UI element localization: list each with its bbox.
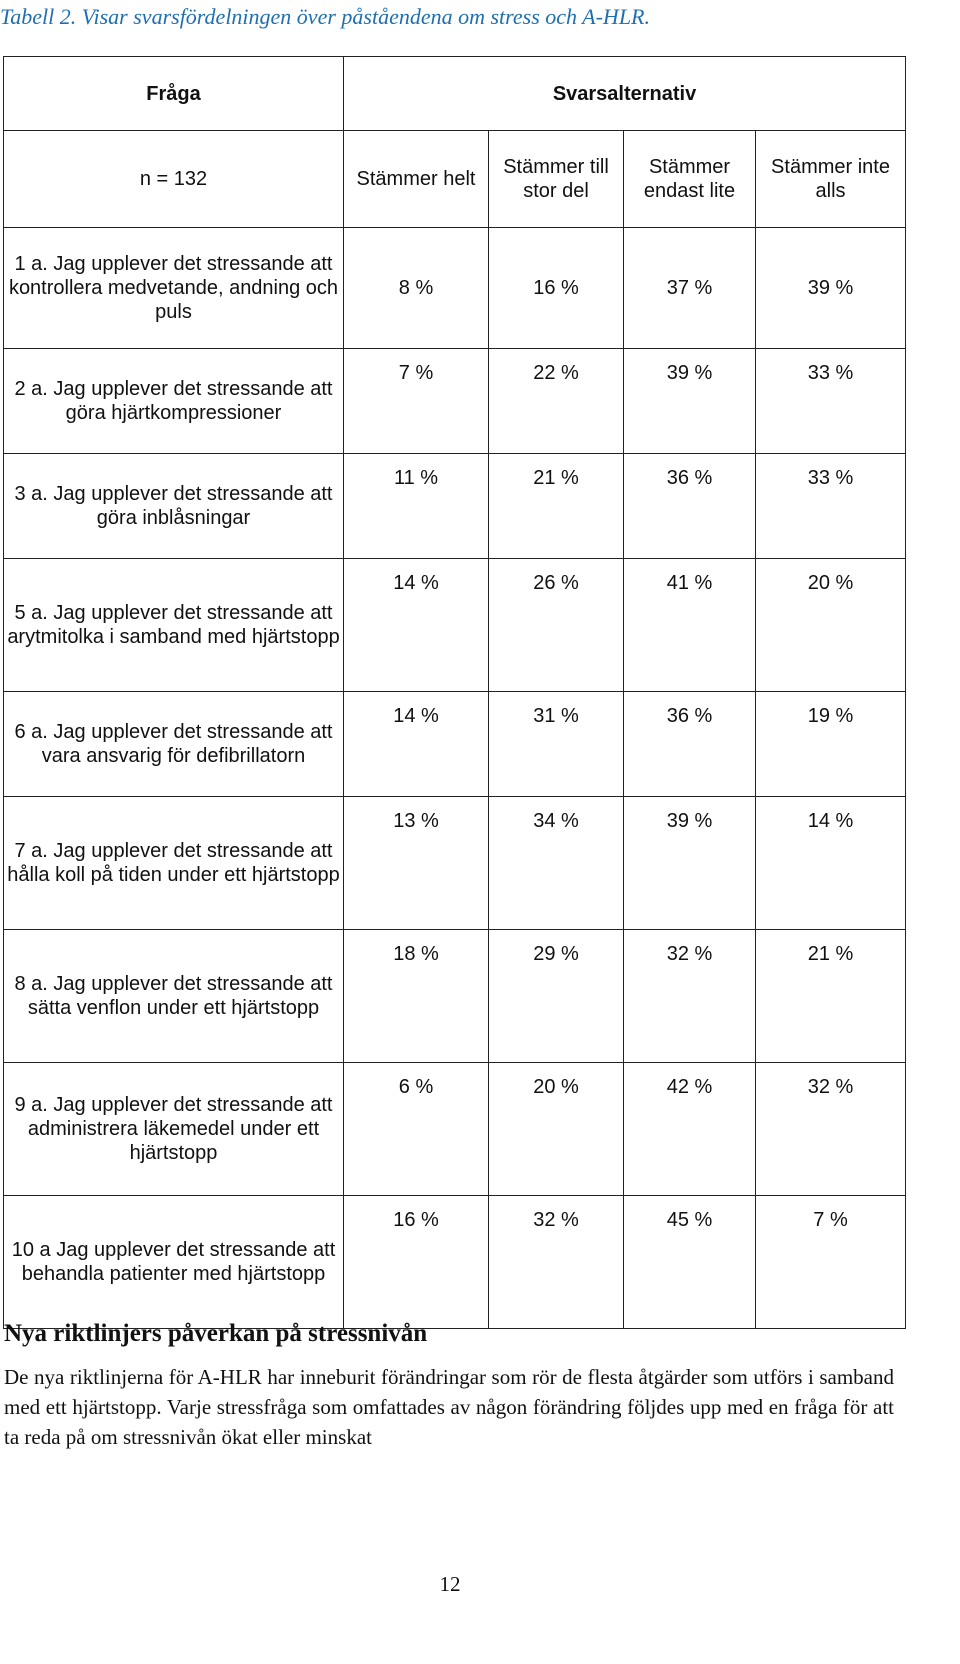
table-row: 3 a. Jag upplever det stressande att gör… xyxy=(3,453,907,559)
value-cell: 16 % xyxy=(488,227,624,349)
column-header: Stämmer helt xyxy=(343,130,489,228)
value-cell: 21 % xyxy=(488,453,624,559)
question-cell: 2 a. Jag upplever det stressande att gör… xyxy=(3,348,344,454)
value-cell: 39 % xyxy=(623,796,756,930)
value-cell: 6 % xyxy=(343,1062,489,1196)
page-number: 12 xyxy=(439,1572,461,1596)
table-row: 7 a. Jag upplever det stressande att hål… xyxy=(3,796,907,930)
header-question: Fråga xyxy=(3,56,344,131)
value-cell: 34 % xyxy=(488,796,624,930)
value-cell: 36 % xyxy=(623,453,756,559)
value-cell: 32 % xyxy=(623,929,756,1063)
value-cell: 45 % xyxy=(623,1195,756,1329)
value-cell: 14 % xyxy=(343,558,489,692)
value-cell: 21 % xyxy=(754,929,907,1063)
column-header: Stämmer inte alls xyxy=(754,130,907,228)
n-label: n = 132 xyxy=(3,130,344,228)
table-row: 5 a. Jag upplever det stressande att ary… xyxy=(3,558,907,692)
value-cell: 13 % xyxy=(343,796,489,930)
value-cell: 14 % xyxy=(754,796,907,930)
question-cell: 6 a. Jag upplever det stressande att var… xyxy=(3,691,344,797)
value-cell: 20 % xyxy=(488,1062,624,1196)
value-cell: 7 % xyxy=(754,1195,907,1329)
value-cell: 20 % xyxy=(754,558,907,692)
question-cell: 10 a Jag upplever det stressande att beh… xyxy=(3,1195,344,1329)
body-paragraph: De nya riktlinjerna för A-HLR har innebu… xyxy=(4,1365,894,1449)
table-header-row: Fråga Svarsalternativ xyxy=(3,56,907,131)
value-cell: 14 % xyxy=(343,691,489,797)
value-cell: 37 % xyxy=(623,227,756,349)
value-cell: 19 % xyxy=(754,691,907,797)
value-cell: 41 % xyxy=(623,558,756,692)
question-cell: 7 a. Jag upplever det stressande att hål… xyxy=(3,796,344,930)
question-cell: 3 a. Jag upplever det stressande att gör… xyxy=(3,453,344,559)
question-cell: 9 a. Jag upplever det stressande att adm… xyxy=(3,1062,344,1196)
value-cell: 18 % xyxy=(343,929,489,1063)
value-cell: 39 % xyxy=(754,227,907,349)
value-cell: 32 % xyxy=(488,1195,624,1329)
question-cell: 8 a. Jag upplever det stressande att sät… xyxy=(3,929,344,1063)
value-cell: 22 % xyxy=(488,348,624,454)
table-caption: Tabell 2. Visar svarsfördelningen över p… xyxy=(0,4,650,29)
value-cell: 39 % xyxy=(623,348,756,454)
column-header: Stämmer till stor del xyxy=(488,130,624,228)
table-row: 9 a. Jag upplever det stressande att adm… xyxy=(3,1062,907,1196)
table-row: 2 a. Jag upplever det stressande att gör… xyxy=(3,348,907,454)
value-cell: 32 % xyxy=(754,1062,907,1196)
section-heading: Nya riktlinjers påverkan på stressnivån xyxy=(4,1320,428,1347)
table-row: 1 a. Jag upplever det stressande att kon… xyxy=(3,227,907,349)
table-row: 6 a. Jag upplever det stressande att var… xyxy=(3,691,907,797)
value-cell: 7 % xyxy=(343,348,489,454)
header-answers: Svarsalternativ xyxy=(342,56,907,131)
value-cell: 33 % xyxy=(754,348,907,454)
question-cell: 5 a. Jag upplever det stressande att ary… xyxy=(3,558,344,692)
value-cell: 16 % xyxy=(343,1195,489,1329)
question-cell: 1 a. Jag upplever det stressande att kon… xyxy=(3,227,344,349)
value-cell: 31 % xyxy=(488,691,624,797)
value-cell: 8 % xyxy=(343,227,489,349)
value-cell: 33 % xyxy=(754,453,907,559)
stress-table: Fråga Svarsalternativ n = 132 Stämmer he… xyxy=(3,56,907,1329)
table-row: 8 a. Jag upplever det stressande att sät… xyxy=(3,929,907,1063)
value-cell: 42 % xyxy=(623,1062,756,1196)
value-cell: 26 % xyxy=(488,558,624,692)
value-cell: 36 % xyxy=(623,691,756,797)
table-row: 10 a Jag upplever det stressande att beh… xyxy=(3,1195,907,1329)
value-cell: 29 % xyxy=(488,929,624,1063)
value-cell: 11 % xyxy=(343,453,489,559)
column-header: Stämmer endast lite xyxy=(623,130,756,228)
table-subheader-row: n = 132 Stämmer helt Stämmer till stor d… xyxy=(3,130,907,228)
